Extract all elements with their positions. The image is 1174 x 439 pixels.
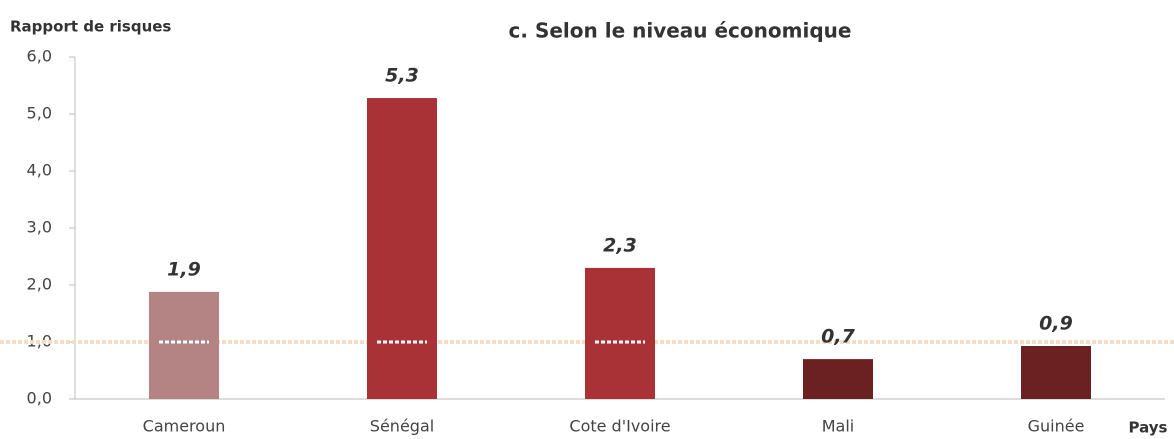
bar (1021, 345, 1091, 399)
bar (585, 267, 655, 399)
data-label: 2,3 (603, 234, 637, 256)
x-tick-label: Cameroun (143, 417, 226, 436)
y-tick-label: 4,0 (27, 161, 52, 180)
x-tick-label: Sénégal (370, 417, 434, 436)
x-tick-label: Guinée (1028, 417, 1085, 436)
data-label: 0,9 (1039, 312, 1073, 334)
y-tick-label: 3,0 (27, 218, 52, 237)
data-label: 1,9 (167, 258, 201, 280)
x-tick-label: Cote d'Ivoire (569, 417, 670, 436)
y-tick-label: 6,0 (27, 47, 52, 66)
chart-title: c. Selon le niveau économique (509, 19, 852, 43)
y-tick-label: 5,0 (27, 104, 52, 123)
y-axis-title: Rapport de risques (10, 18, 171, 36)
x-tick-label: Mali (822, 417, 855, 436)
bar (367, 98, 437, 399)
data-label: 5,3 (385, 65, 419, 87)
y-tick-label: 0,0 (27, 389, 52, 408)
x-axis-title: Pays (1129, 419, 1168, 437)
bar (149, 291, 219, 399)
bar (803, 359, 873, 399)
data-label: 0,7 (821, 326, 855, 348)
y-tick-label: 2,0 (27, 275, 52, 294)
